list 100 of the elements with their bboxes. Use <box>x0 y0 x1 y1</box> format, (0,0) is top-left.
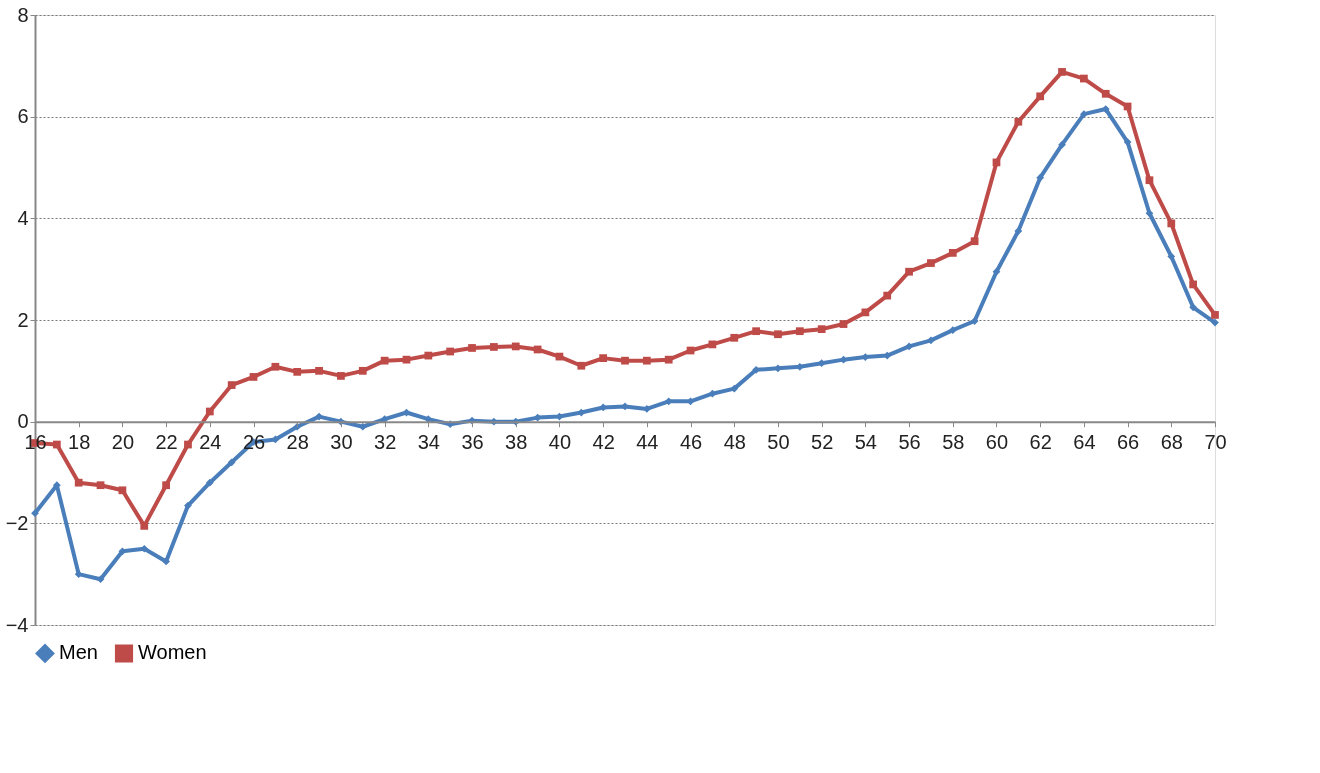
point <box>1167 252 1176 261</box>
point <box>468 344 476 352</box>
x-tick-label: 64 <box>1073 431 1096 454</box>
point <box>424 351 433 360</box>
point <box>380 415 389 423</box>
point <box>664 355 673 364</box>
point <box>992 267 1001 276</box>
point <box>96 575 105 584</box>
point <box>861 308 870 317</box>
x-tick-label: 18 <box>68 431 91 454</box>
point <box>490 343 498 351</box>
point <box>1036 173 1045 182</box>
point <box>227 458 236 467</box>
x-tick-label: 62 <box>1029 431 1052 454</box>
point <box>839 320 848 328</box>
y-tick-label: −4 <box>5 613 29 636</box>
point <box>621 402 629 411</box>
point <box>752 327 760 336</box>
point <box>774 330 782 339</box>
point <box>795 327 804 336</box>
point <box>905 267 913 276</box>
point <box>96 481 105 490</box>
point <box>599 354 608 362</box>
point <box>118 486 127 495</box>
point <box>271 362 280 371</box>
x-tick-label: 42 <box>592 431 615 454</box>
point <box>184 440 192 449</box>
point <box>1080 110 1088 118</box>
point <box>642 356 651 365</box>
x-tick-label: 46 <box>679 431 703 454</box>
point <box>1145 209 1154 218</box>
x-tick-label: 32 <box>374 431 397 454</box>
y-tick-label: 4 <box>17 206 29 229</box>
x-tick-label: 36 <box>461 431 484 454</box>
point <box>205 478 214 487</box>
point <box>52 440 61 449</box>
point <box>970 237 979 246</box>
point <box>315 412 323 421</box>
point <box>162 481 170 490</box>
point <box>970 317 979 325</box>
x-tick-label: 34 <box>417 431 440 454</box>
x-tick-label: 28 <box>286 431 309 454</box>
x-tick-label: 56 <box>898 431 921 454</box>
point <box>511 342 520 351</box>
x-tick-label: 52 <box>811 431 834 454</box>
point <box>1211 318 1219 327</box>
point <box>1145 176 1154 185</box>
point <box>1080 74 1088 83</box>
point <box>293 367 302 376</box>
point <box>1014 227 1023 235</box>
x-tick-label: 50 <box>767 431 790 454</box>
point <box>948 326 957 335</box>
x-tick-label: 20 <box>111 431 135 454</box>
point <box>74 478 83 487</box>
point <box>184 501 192 510</box>
x-tick-label: 40 <box>548 431 572 454</box>
point <box>249 373 258 381</box>
point <box>817 325 826 334</box>
x-tick-label: 44 <box>636 431 659 454</box>
point <box>31 509 39 518</box>
point <box>380 356 389 365</box>
point <box>315 366 323 375</box>
legend-label: Men <box>59 641 98 664</box>
point <box>621 356 629 365</box>
point <box>446 347 455 356</box>
point <box>577 361 586 370</box>
point <box>1189 303 1198 312</box>
point <box>162 557 170 566</box>
x-tick-label: 38 <box>505 431 528 454</box>
point <box>74 570 83 579</box>
point <box>927 336 935 345</box>
point <box>1189 280 1198 289</box>
x-tick-label: 54 <box>854 431 877 454</box>
point <box>337 372 345 380</box>
point <box>1211 311 1219 319</box>
point <box>358 366 367 375</box>
x-tick-label: 70 <box>1204 431 1227 454</box>
point <box>227 381 236 389</box>
point <box>1123 138 1132 146</box>
y-tick-label: −2 <box>5 511 29 534</box>
legend-label: Women <box>138 641 207 664</box>
x-tick-label: 30 <box>330 431 353 454</box>
x-tick-label: 68 <box>1160 431 1183 454</box>
x-tick-label: 66 <box>1116 431 1140 454</box>
y-tick-label: 8 <box>17 3 29 26</box>
point <box>927 259 935 267</box>
point <box>1014 117 1023 126</box>
point <box>730 384 739 393</box>
y-tick-label: 6 <box>17 105 29 128</box>
point <box>1058 68 1066 76</box>
point <box>205 407 214 416</box>
point <box>140 522 149 530</box>
point <box>948 249 957 257</box>
x-tick-label: 24 <box>199 431 222 454</box>
point <box>752 365 760 374</box>
point <box>730 333 739 342</box>
point <box>1058 140 1066 149</box>
x-tick-label: 58 <box>942 431 965 454</box>
point <box>883 291 892 300</box>
y-tick-label: 2 <box>17 308 29 331</box>
